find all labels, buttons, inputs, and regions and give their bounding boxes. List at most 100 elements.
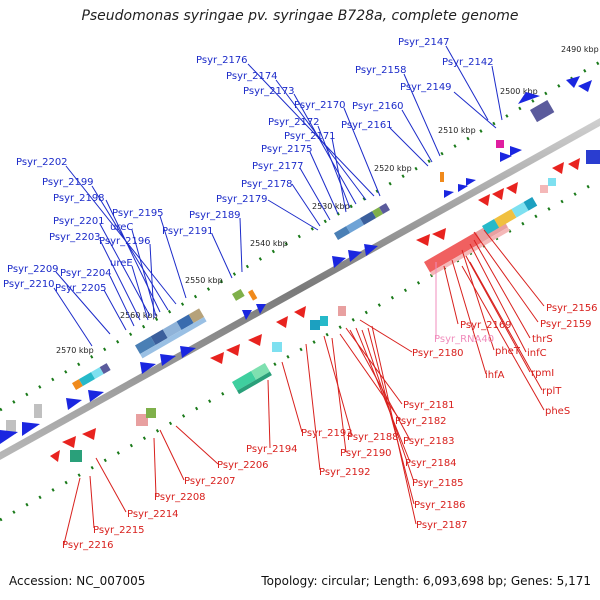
feature-block: [136, 414, 148, 426]
feature-block: [440, 172, 444, 182]
arrow: [62, 436, 76, 448]
gene-label: Psyr_2202: [16, 157, 68, 168]
arrow: [160, 354, 176, 366]
gene-label: Psyr_2183: [403, 436, 455, 447]
feature-block: [338, 306, 346, 316]
gene-label: Psyr_2205: [55, 283, 107, 294]
gene-label: Psyr_2199: [42, 177, 94, 188]
gene-label: Psyr_2172: [268, 117, 320, 128]
leader-line: [95, 457, 127, 513]
feature-block: [146, 408, 156, 418]
ruler-label: 2520 kbp: [374, 164, 412, 173]
ruler-label: 2490 kbp: [561, 45, 599, 54]
gene-label: infC: [527, 348, 547, 359]
leader-line: [275, 79, 367, 201]
leader-line: [491, 65, 503, 121]
arrow: [210, 352, 224, 364]
gene-label: Psyr_2194: [246, 444, 298, 455]
arrow: [478, 194, 490, 206]
feature-block: [248, 289, 258, 301]
gene-label: Psyr_2187: [416, 520, 468, 531]
feature-block: [530, 99, 555, 123]
arrow: [568, 158, 580, 170]
arrow: [444, 190, 454, 198]
gene-label: Psyr_2198: [53, 193, 105, 204]
leader-line: [131, 229, 157, 317]
gene-label: pheT: [495, 346, 521, 357]
leader-line: [331, 137, 347, 213]
gene-label: Psyr_2195: [112, 208, 164, 219]
leader-line: [469, 261, 543, 391]
leader-line: [469, 243, 527, 353]
gene-label: Psyr_2182: [395, 416, 447, 427]
arrow: [416, 234, 430, 246]
leader-line: [367, 327, 415, 505]
arrow: [82, 428, 96, 440]
arrow: [332, 256, 346, 268]
leader-line: [483, 229, 545, 307]
gene-label: Psyr_2193: [301, 428, 353, 439]
arrow: [256, 304, 266, 314]
rna-gene-labels: Psyr_RNA40: [434, 334, 494, 345]
gene-label: Psyr_2177: [252, 161, 304, 172]
leader-line: [309, 151, 339, 215]
leader-line: [55, 271, 111, 335]
arrow: [518, 92, 540, 104]
gene-label: pheS: [545, 406, 570, 417]
gene-label: Psyr_2176: [196, 55, 248, 66]
feature-block: [231, 289, 245, 301]
leader-line: [349, 329, 411, 441]
reverse-leader-lines: [63, 229, 545, 545]
leader-line: [63, 477, 81, 545]
arrow: [226, 344, 240, 356]
gene-label: Psyr_2186: [414, 500, 466, 511]
gene-label: Psyr_2181: [403, 400, 455, 411]
feature-block: [310, 320, 320, 330]
arrow: [566, 76, 580, 88]
leader-line: [247, 63, 375, 197]
reverse-gene-labels: Psyr_2156 Psyr_2159 Psyr_2169 thrS infC …: [62, 303, 598, 551]
leader-line: [267, 379, 271, 449]
feature-block: [34, 404, 42, 418]
gene-label: Psyr_2185: [412, 478, 464, 489]
arrow: [492, 188, 504, 200]
ruler-label: 2510 kbp: [438, 126, 476, 135]
gene-label: Psyr_2160: [352, 101, 404, 112]
gene-label: Psyr_2207: [184, 476, 236, 487]
gene-label: Psyr_2208: [154, 492, 206, 503]
genome-summary-text: Topology: circular; Length: 6,093,698 bp…: [261, 574, 591, 588]
gene-label: Psyr_2189: [189, 210, 241, 221]
gene-label: rpmI: [531, 368, 554, 379]
leader-line: [305, 343, 321, 471]
arrow: [180, 346, 196, 358]
feature-block: [272, 342, 282, 352]
leader-line: [159, 429, 185, 481]
arrow: [458, 184, 468, 192]
gene-label: Psyr_2209: [7, 264, 59, 275]
gene-label: Psyr_2171: [284, 131, 336, 142]
leader-line: [53, 287, 93, 347]
arrow: [66, 398, 82, 410]
leader-line: [389, 127, 429, 167]
gene-label: Psyr_2203: [49, 232, 101, 243]
ruler-label: 2560 kbp: [120, 311, 158, 320]
arrow: [578, 80, 592, 92]
leader-line: [153, 437, 157, 497]
leader-line: [371, 325, 417, 525]
arrow: [50, 450, 60, 462]
arrow: [294, 306, 306, 318]
leader-line: [343, 107, 381, 197]
gene-label: Psyr_2192: [319, 467, 371, 478]
feature-block: [586, 150, 600, 164]
arrow: [432, 228, 446, 240]
feature-cluster: [334, 203, 390, 240]
feature-block: [70, 450, 82, 462]
leader-line: [299, 167, 331, 221]
arrow: [140, 362, 156, 374]
gene-label: Psyr_2180: [412, 348, 464, 359]
ruler-label: 2550 kbp: [185, 276, 223, 285]
gene-label: Psyr_2215: [93, 525, 145, 536]
gene-label: Psyr_RNA40: [434, 334, 494, 345]
gene-label: Psyr_2173: [243, 86, 295, 97]
